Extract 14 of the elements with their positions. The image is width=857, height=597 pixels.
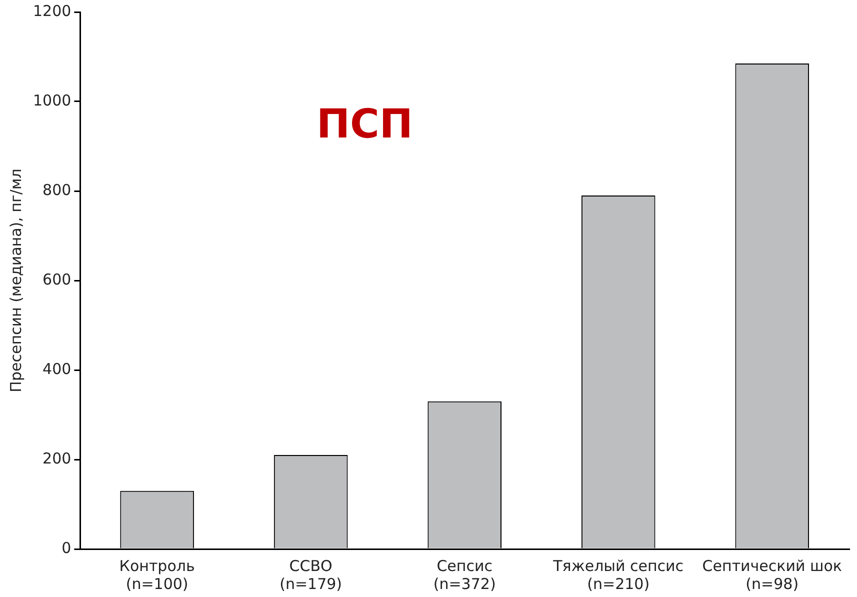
- y-tick-label: 200: [42, 449, 72, 468]
- x-tick-label: Септический шок (n=98): [702, 556, 842, 593]
- y-axis-title: Пресепсин (медиана), пг/мл: [6, 168, 25, 392]
- x-tick-label: Контроль (n=100): [119, 556, 195, 593]
- y-tick-label: 400: [42, 360, 72, 378]
- y-tick-label: 0: [62, 538, 72, 557]
- y-tick-label: 1200: [32, 2, 72, 20]
- x-tick-label: ССВО (n=179): [280, 556, 342, 593]
- annotation: ПСП: [316, 101, 413, 148]
- y-tick-label: 600: [42, 270, 72, 288]
- x-tick-label: Сепсис (n=372): [433, 556, 496, 593]
- x-tick-label: Тяжелый сепсис (n=210): [552, 556, 684, 593]
- y-tick-label: 800: [42, 180, 72, 199]
- y-tick-label: 1000: [32, 91, 72, 110]
